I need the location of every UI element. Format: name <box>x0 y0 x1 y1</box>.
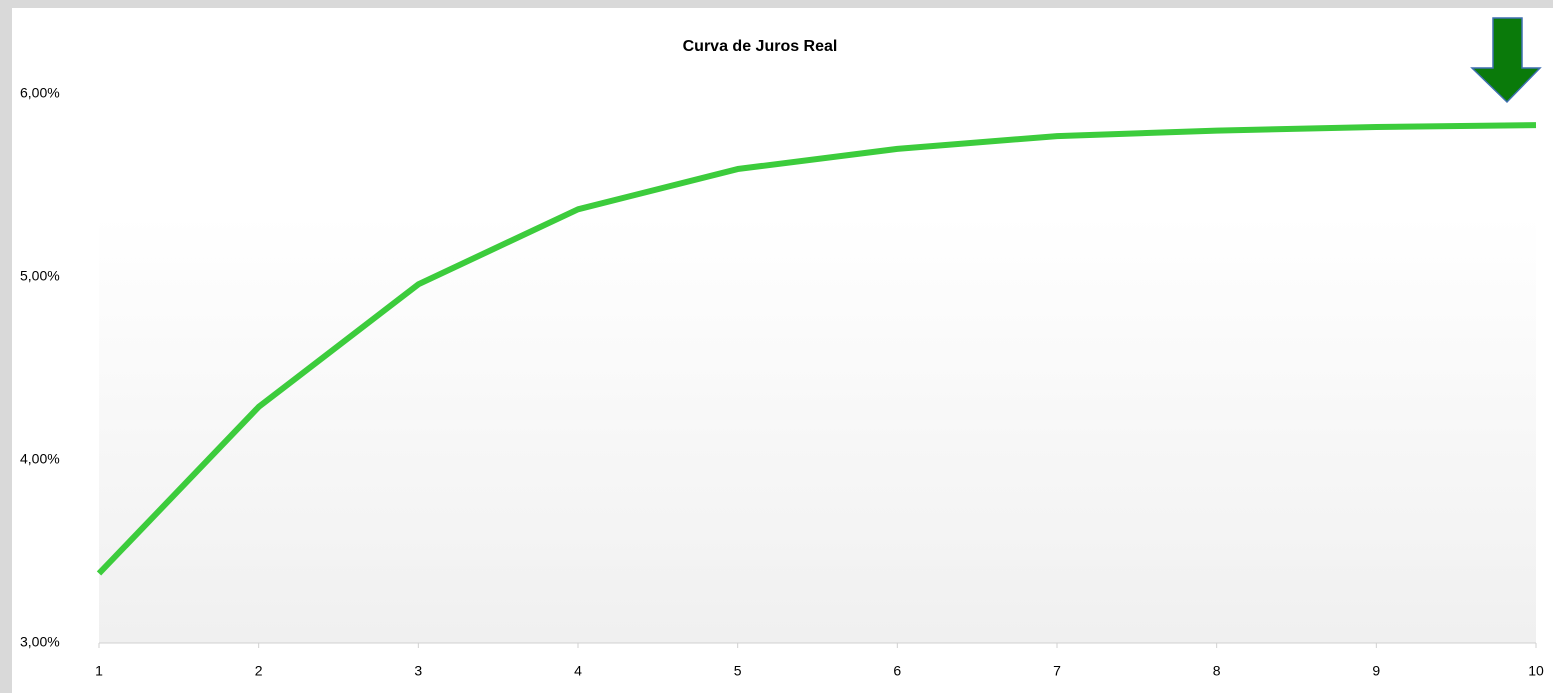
y-tick-label: 3,00% <box>20 634 60 650</box>
x-tick-label: 3 <box>414 663 422 679</box>
line <box>96 122 1537 576</box>
x-tick-label: 4 <box>574 663 582 679</box>
chart-title: Curva de Juros Real <box>683 38 838 55</box>
x-tick-label: 8 <box>1213 663 1221 679</box>
x-tick-label: 2 <box>255 663 263 679</box>
x-tick-label: 10 <box>1528 663 1544 679</box>
x-tick-label: 1 <box>95 663 103 679</box>
x-tick-label: 9 <box>1372 663 1380 679</box>
y-tick-label: 5,00% <box>20 268 60 284</box>
arrow <box>1470 17 1542 104</box>
x-tick-label: 5 <box>734 663 742 679</box>
plot-area <box>99 215 1536 643</box>
y-tick-label: 6,00% <box>20 85 60 101</box>
y-tick-label: 4,00% <box>20 451 60 467</box>
x-tick-label: 7 <box>1053 663 1061 679</box>
x-tick-label: 6 <box>893 663 901 679</box>
